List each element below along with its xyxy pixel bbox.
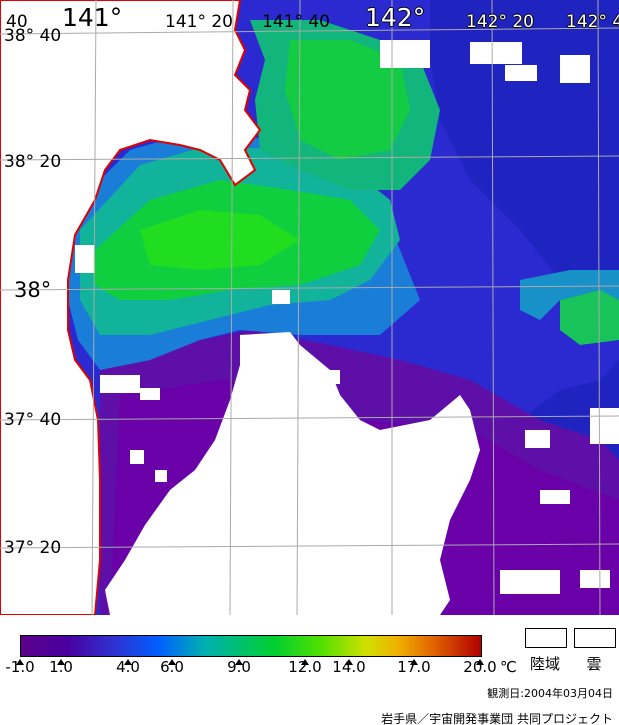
- land-swatch: [525, 628, 567, 648]
- graticule: [0, 0, 619, 615]
- colorbar-ticks: [0, 655, 619, 675]
- latitude-label-37-20: 37° 20: [4, 538, 62, 558]
- longitude-label-141-40: 141° 40: [262, 12, 330, 32]
- longitude-label-142-40: 142° 4: [566, 12, 619, 32]
- tick-label: 17.0: [397, 658, 431, 676]
- latitude-label-37-40: 37° 40: [4, 410, 62, 430]
- land-label: 陸域: [529, 655, 561, 673]
- tick-label: 14.0: [332, 658, 366, 676]
- temperature-unit: ℃: [500, 658, 517, 676]
- cloud-label: 雲: [586, 655, 602, 673]
- tick-mark: [410, 659, 418, 665]
- tick-label: 1.0: [49, 658, 73, 676]
- temperature-colorbar: [20, 635, 482, 657]
- tick-mark: [16, 659, 24, 665]
- land-coastline: [0, 0, 262, 615]
- tick-mark: [57, 659, 65, 665]
- observation-date: 観測日:2004年03月04日: [487, 687, 613, 700]
- sea-surface-temperature-map: 40 141° 141° 20 141° 40 142° 142° 20 142…: [0, 0, 619, 615]
- longitude-label-142-20: 142° 20: [466, 12, 534, 32]
- tick-label: 4.0: [116, 658, 140, 676]
- tick-mark: [235, 659, 243, 665]
- latitude-label-38: 38°: [14, 278, 52, 302]
- tick-mark: [345, 659, 353, 665]
- temperature-legend: -1.0 1.0 4.0 6.0 9.0 12.0 14.0 17.0 20.0…: [0, 615, 619, 725]
- latitude-label-38-40: 38° 40: [4, 26, 62, 46]
- tick-label: 20.0: [463, 658, 497, 676]
- project-credit: 岩手県／宇宙開発事業団 共同プロジェクト: [381, 712, 613, 725]
- tick-mark: [168, 659, 176, 665]
- longitude-label-141-20: 141° 20: [165, 12, 233, 32]
- tick-label: -1.0: [5, 658, 35, 676]
- tick-label: 12.0: [288, 658, 322, 676]
- longitude-label-141: 141°: [62, 3, 123, 32]
- tick-mark: [476, 659, 484, 665]
- cloud-swatch: [574, 628, 616, 648]
- tick-mark: [124, 659, 132, 665]
- tick-label: 6.0: [160, 658, 184, 676]
- tick-mark: [301, 659, 309, 665]
- longitude-label-40: 40: [6, 12, 28, 32]
- tick-label: 9.0: [227, 658, 251, 676]
- latitude-label-38-20: 38° 20: [4, 152, 62, 172]
- longitude-label-142: 142°: [365, 3, 426, 32]
- map-canvas: [0, 0, 619, 615]
